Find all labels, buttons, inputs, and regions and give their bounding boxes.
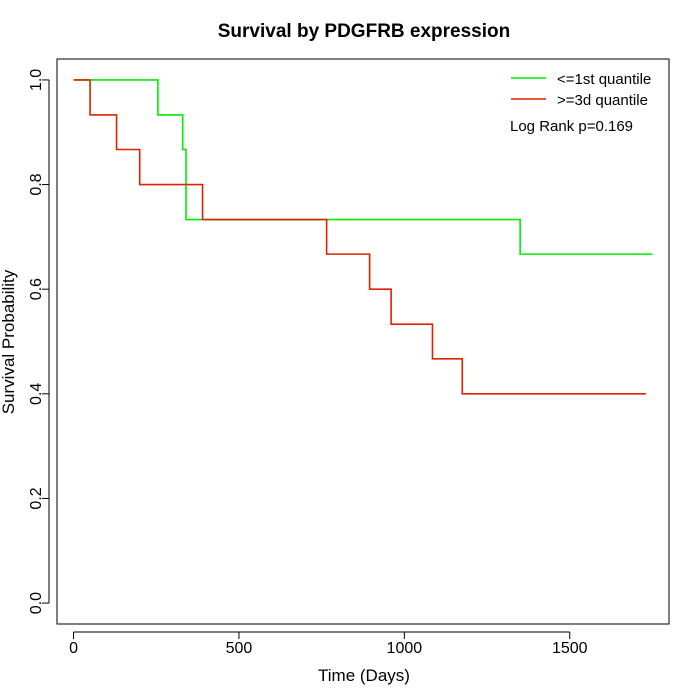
legend-label-low: <=1st quantile xyxy=(557,71,651,88)
chart-title: Survival by PDGFRB expression xyxy=(218,21,511,42)
y-axis: 0.0 0.2 0.4 0.6 0.8 1.0 xyxy=(28,69,50,614)
y-tick-label: 0.6 xyxy=(28,278,45,300)
series-layer xyxy=(73,79,653,395)
y-axis-label: Survival Probability xyxy=(0,269,18,414)
series-line-1 xyxy=(73,79,646,395)
y-tick-label: 0.0 xyxy=(28,592,45,614)
y-tick-label: 0.4 xyxy=(28,383,45,405)
y-tick-label: 1.0 xyxy=(28,69,45,91)
y-tick-label: 0.2 xyxy=(28,487,45,509)
x-axis: 0 500 1000 1500 xyxy=(69,631,588,657)
x-tick-label: 1500 xyxy=(552,640,588,657)
x-tick-label: 500 xyxy=(226,640,253,657)
x-axis-label: Time (Days) xyxy=(318,666,410,685)
x-tick-label: 0 xyxy=(69,640,78,657)
series-line-0 xyxy=(73,79,653,255)
x-tick-label: 1000 xyxy=(387,640,423,657)
y-tick-label: 0.8 xyxy=(28,173,45,195)
legend: <=1st quantile >=3d quantile Log Rank p=… xyxy=(510,71,651,135)
plot-area-frame xyxy=(56,58,670,625)
log-rank-annotation: Log Rank p=0.169 xyxy=(510,118,633,135)
legend-label-high: >=3d quantile xyxy=(557,92,648,109)
